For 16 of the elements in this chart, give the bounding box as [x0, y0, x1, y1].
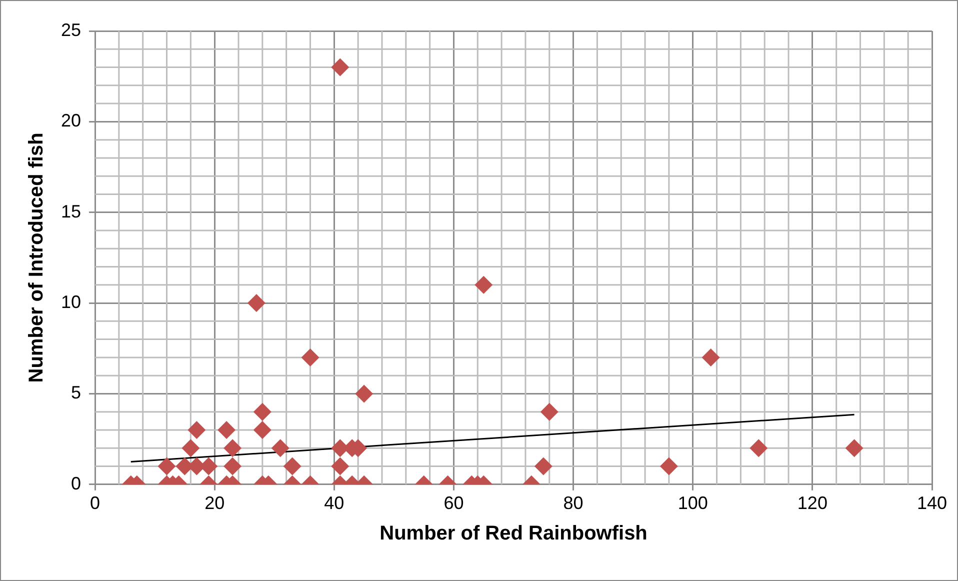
x-tick-label: 40: [324, 493, 344, 514]
y-tick-label: 5: [71, 382, 82, 403]
x-tick-label: 60: [444, 493, 464, 514]
x-tick-label: 100: [678, 493, 708, 514]
y-tick-label: 0: [71, 473, 82, 494]
y-axis-title: Number of Introduced fish: [26, 132, 48, 383]
y-tick-label: 20: [60, 110, 82, 131]
y-tick-label: 25: [60, 20, 82, 40]
x-tick-label: 120: [797, 493, 828, 514]
x-tick-label: 20: [204, 493, 225, 514]
x-axis-title: Number of Red Rainbowfish: [380, 522, 648, 545]
y-tick-label: 10: [60, 292, 82, 312]
x-tick-label: 140: [916, 493, 948, 514]
x-tick-label: 0: [90, 493, 100, 514]
y-tick-label: 15: [60, 201, 82, 222]
x-tick-label: 80: [563, 493, 584, 514]
